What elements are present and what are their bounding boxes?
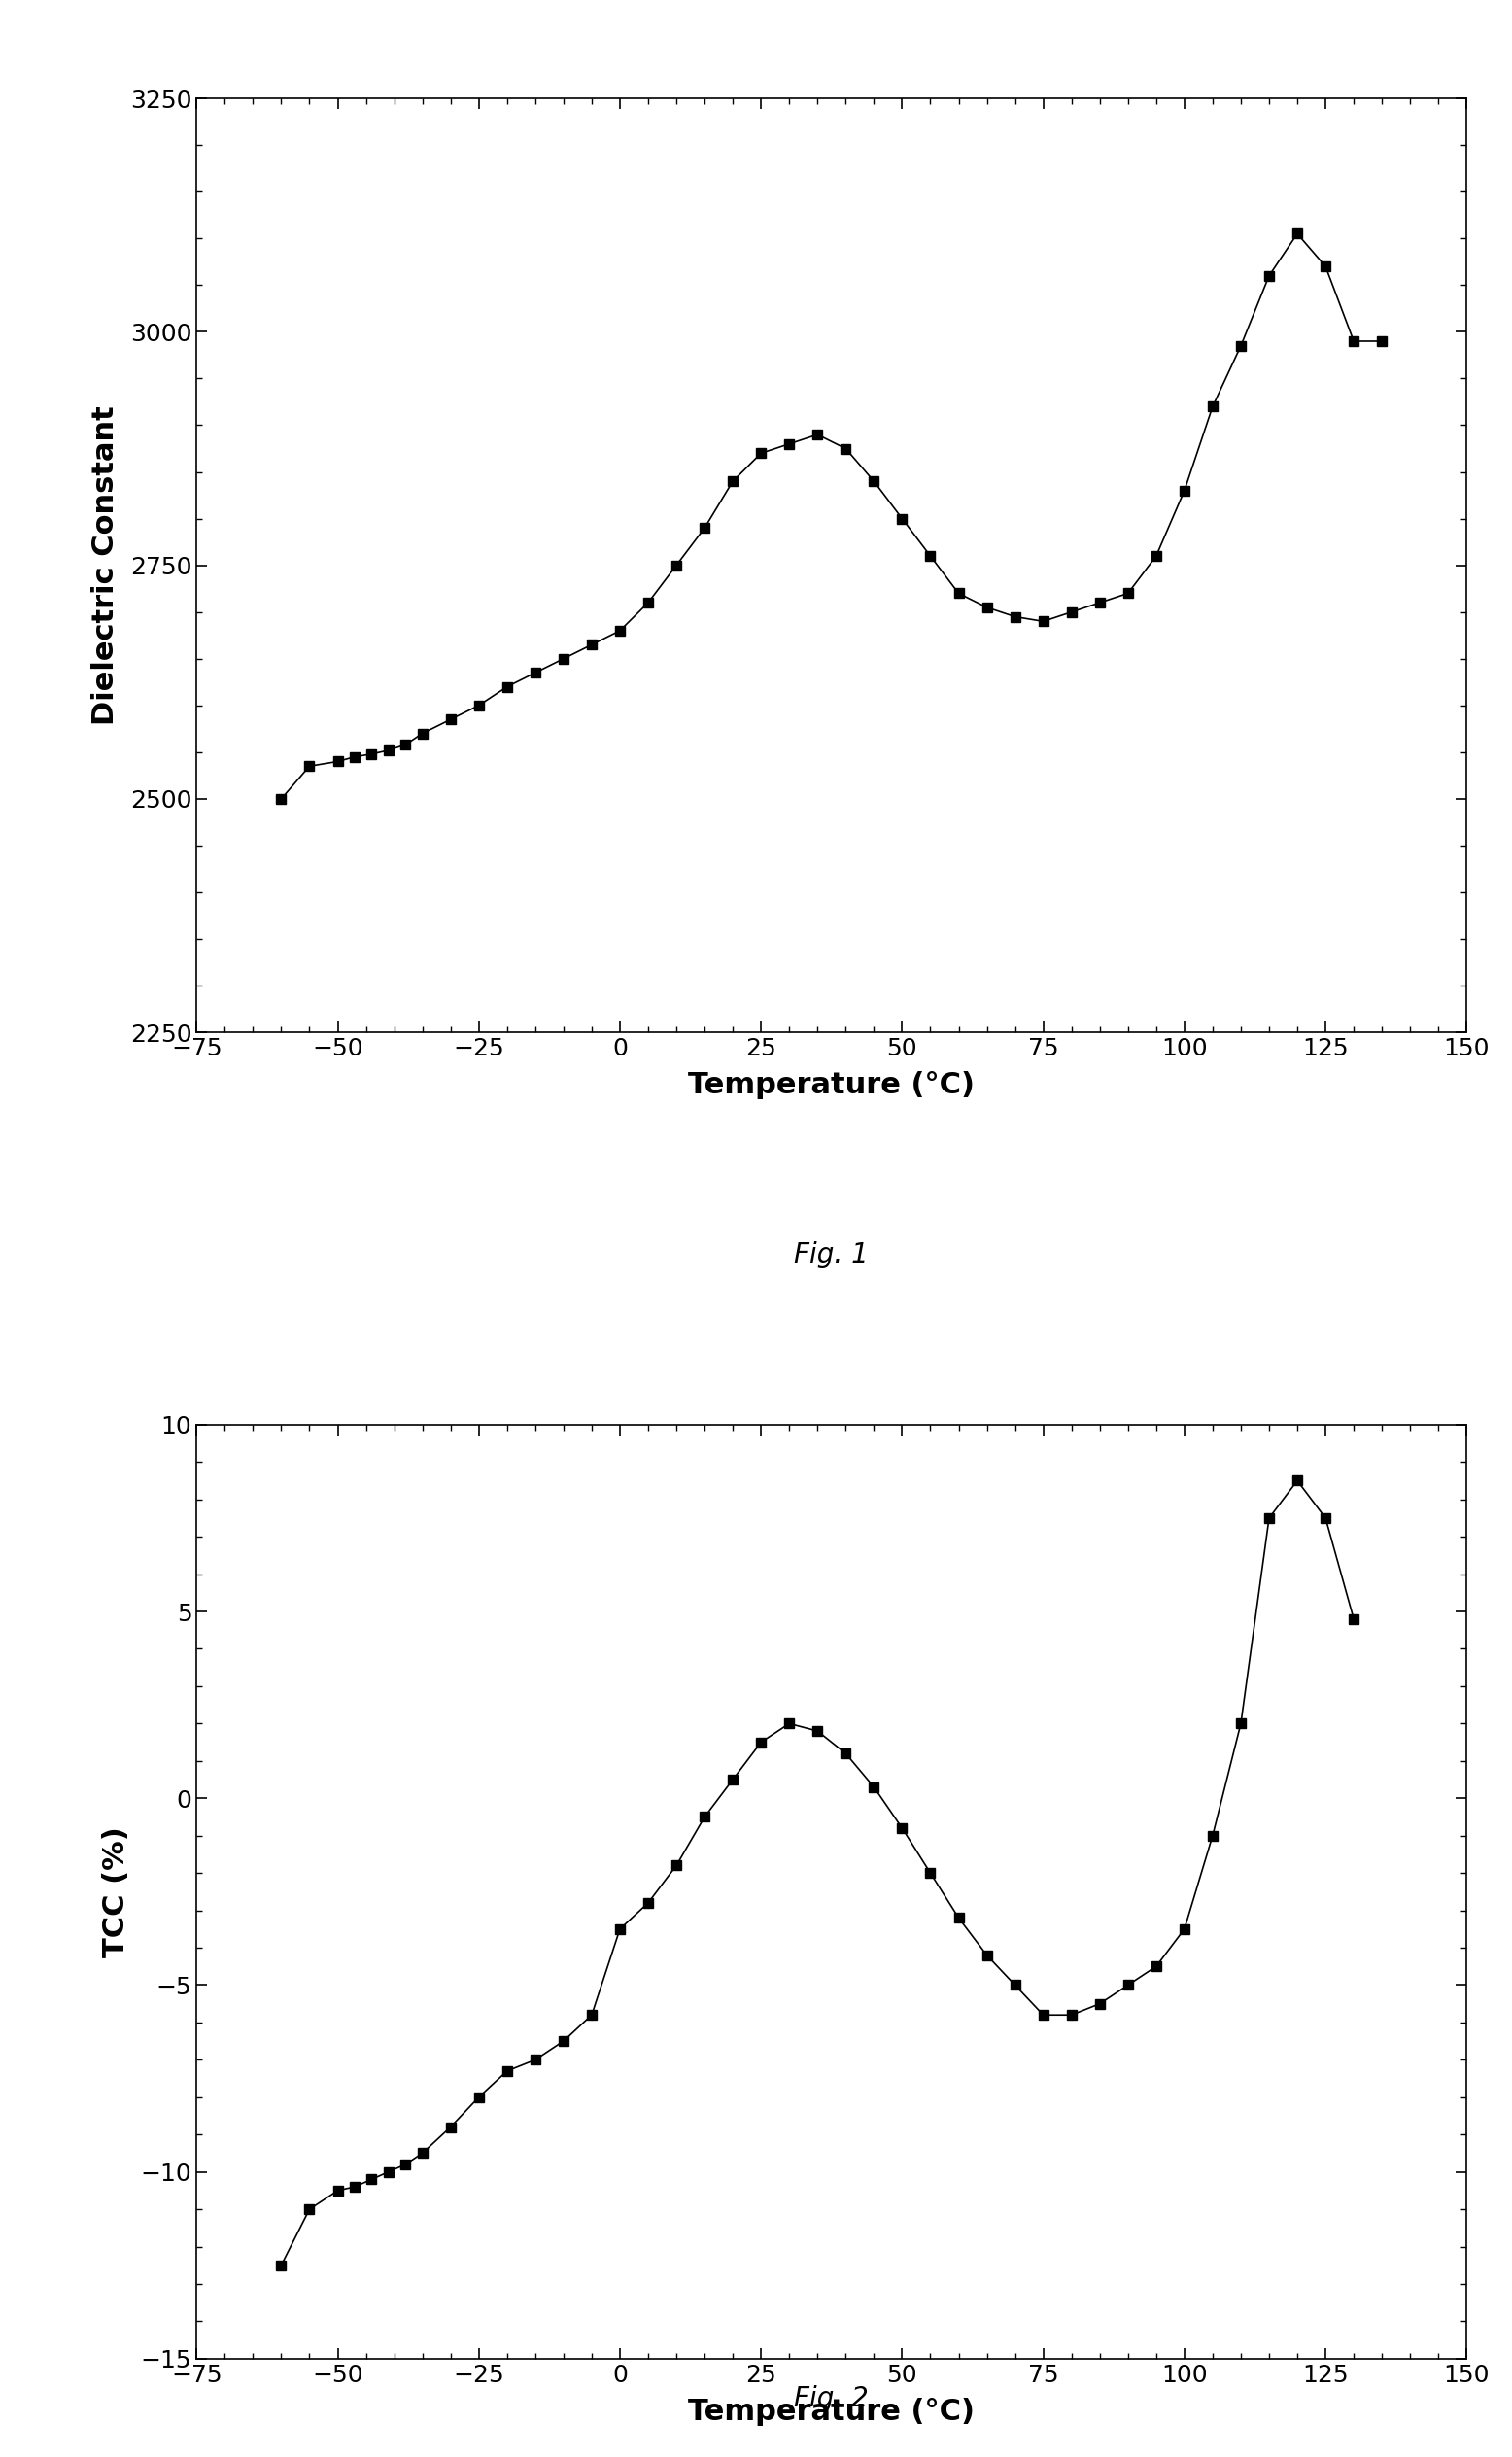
Text: Fig. 1: Fig. 1 xyxy=(794,1241,869,1268)
X-axis label: Temperature (°C): Temperature (°C) xyxy=(688,1071,975,1098)
Text: Fig. 2: Fig. 2 xyxy=(794,2386,869,2413)
Y-axis label: TCC (%): TCC (%) xyxy=(101,1826,130,1958)
Y-axis label: Dielectric Constant: Dielectric Constant xyxy=(91,405,119,725)
X-axis label: Temperature (°C): Temperature (°C) xyxy=(688,2398,975,2425)
